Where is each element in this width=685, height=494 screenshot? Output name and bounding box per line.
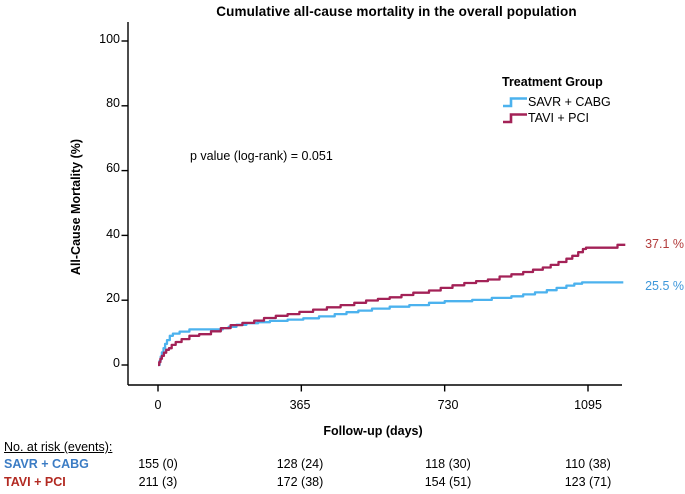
y-tick-100: 100 [99, 32, 120, 46]
x-tick-365: 365 [289, 398, 311, 412]
x-axis-label: Follow-up (days) [323, 424, 423, 438]
survival-curve-tavi-pci [158, 243, 626, 367]
risk-row-label-tavi-pci: TAVI + PCI [4, 475, 66, 489]
end-label-tavi-pci: 37.1 % [645, 237, 684, 251]
y-tick-40: 40 [106, 227, 120, 241]
risk-value: 123 (71) [564, 475, 612, 489]
end-label-savr-cabg: 25.5 % [645, 279, 684, 293]
chart-title: Cumulative all-cause mortality in the ov… [216, 4, 577, 19]
plot-area [121, 22, 626, 392]
x-tick-730: 730 [437, 398, 459, 412]
x-tick-0: 0 [154, 398, 162, 412]
risk-value: 155 (0) [138, 457, 178, 471]
y-tick-0: 0 [113, 356, 120, 370]
risk-value: 128 (24) [276, 457, 324, 471]
risk-value: 154 (51) [424, 475, 472, 489]
survival-curve-savr-cabg [158, 281, 624, 367]
legend-item-savr-cabg: SAVR + CABG [502, 94, 611, 110]
step-line-swatch-blue-icon [503, 97, 527, 108]
p-value-annotation: p value (log-rank) = 0.051 [190, 149, 333, 163]
legend-item-tavi-pci: TAVI + PCI [502, 110, 611, 126]
risk-table-header: No. at risk (events): [4, 440, 113, 454]
legend-title: Treatment Group [502, 75, 603, 89]
risk-value: 118 (30) [425, 457, 471, 471]
risk-value: 211 (3) [138, 475, 178, 489]
step-line-swatch-red-icon [503, 113, 527, 124]
y-axis-label: All-Cause Mortality (%) [69, 138, 83, 276]
y-tick-20: 20 [106, 291, 120, 305]
legend-label-tavi-pci: TAVI + PCI [528, 111, 590, 125]
risk-value: 110 (38) [565, 457, 611, 471]
legend-label-savr-cabg: SAVR + CABG [528, 95, 611, 109]
y-tick-60: 60 [106, 161, 120, 175]
legend: Treatment Group SAVR + CABG TAVI + PCI [502, 75, 611, 126]
x-tick-1095: 1095 [574, 398, 602, 412]
risk-value: 172 (38) [276, 475, 324, 489]
risk-row-label-savr-cabg: SAVR + CABG [4, 457, 89, 471]
y-tick-80: 80 [106, 96, 120, 110]
